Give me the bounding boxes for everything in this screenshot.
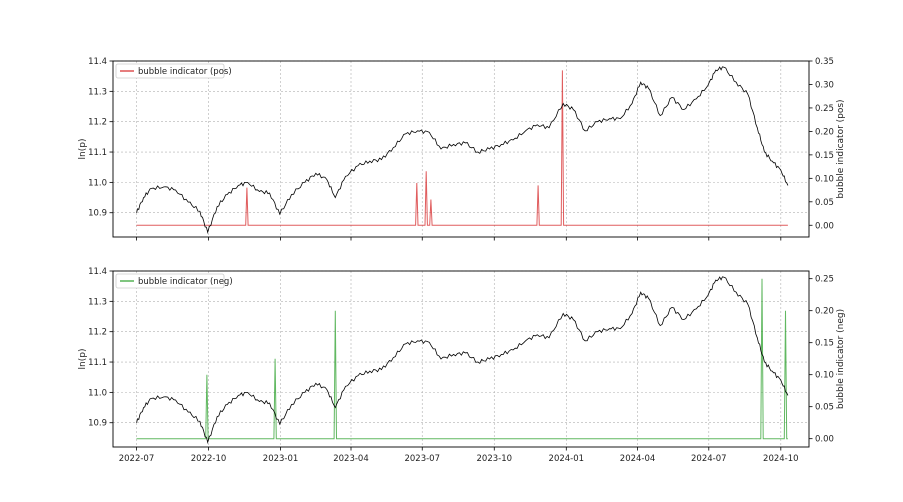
price-line [136, 276, 789, 444]
right-tick-label: 0.20 [815, 127, 834, 137]
left-tick-label: 11.0 [88, 178, 107, 188]
left-tick-label: 11.1 [88, 358, 107, 368]
x-ticks: 2022-07 2022-10 2023-01 2023-04 2023-07 2023-… [119, 447, 799, 464]
left-tick-label: 10.9 [88, 209, 107, 219]
x-tick-label: 2024-10 [763, 454, 799, 464]
right-tick-label: 0.05 [815, 403, 834, 413]
panel-bottom: 10.9 11.0 11.1 11.2 11.3 11.4 0.00 0.05 0.10 0.1… [78, 267, 846, 464]
x-tick-label: 2022-10 [191, 454, 227, 464]
axes-frame [112, 60, 810, 238]
grid-lines [113, 270, 809, 447]
x-ticks [136, 237, 782, 241]
right-tick-label: 0.30 [815, 80, 834, 90]
indicator-series [136, 278, 788, 440]
left-tick-label: 11.2 [88, 328, 107, 338]
right-tick-label: 0.15 [815, 151, 834, 161]
left-ticks: 10.9 11.0 11.1 11.2 11.3 11.4 [88, 57, 113, 219]
x-tick-label: 2024-04 [620, 454, 656, 464]
left-tick-label: 11.2 [88, 118, 107, 128]
x-tick-label: 2024-07 [691, 454, 727, 464]
legend-label: bubble indicator (neg) [138, 277, 233, 287]
left-tick-label: 11.4 [88, 57, 107, 67]
right-tick-label: 0.05 [815, 198, 834, 208]
grid-lines [113, 60, 809, 237]
panel-top: 10.9 11.0 11.1 11.2 11.3 11.4 0.00 0.05 0.10 0.1… [78, 57, 846, 241]
x-tick-label: 2023-07 [404, 454, 440, 464]
right-axis-label: bubble indicator (pos) [836, 99, 846, 198]
right-tick-label: 0.25 [815, 275, 834, 285]
left-axis-label: ln(p) [78, 139, 88, 160]
legend: bubble indicator (neg) [115, 273, 233, 289]
left-tick-label: 11.0 [88, 388, 107, 398]
legend-box [115, 63, 225, 79]
left-axis-label: ln(p) [78, 349, 88, 370]
right-tick-label: 0.10 [815, 371, 834, 381]
legend: bubble indicator (pos) [115, 63, 232, 79]
right-ticks: 0.00 0.05 0.10 0.15 0.20 0.25 0.30 0.35 [809, 57, 834, 231]
x-tick-label: 2024-01 [549, 454, 585, 464]
right-tick-label: 0.10 [815, 174, 834, 184]
right-tick-label: 0.35 [815, 57, 834, 67]
right-tick-label: 0.00 [815, 221, 834, 231]
x-tick-label: 2023-04 [333, 454, 369, 464]
left-ticks: 10.9 11.0 11.1 11.2 11.3 11.4 [88, 267, 113, 429]
indicator-line-neg [136, 278, 788, 440]
x-tick-label: 2023-01 [263, 454, 299, 464]
left-tick-label: 11.1 [88, 148, 107, 158]
indicator-line-pos [136, 70, 788, 226]
legend-box [115, 273, 225, 289]
right-tick-label: 0.25 [815, 104, 834, 114]
indicator-series [136, 70, 788, 226]
left-tick-label: 10.9 [88, 419, 107, 429]
right-tick-label: 0.20 [815, 307, 834, 317]
price-series [136, 66, 789, 234]
left-tick-label: 11.4 [88, 267, 107, 277]
x-tick-label: 2023-10 [477, 454, 513, 464]
right-tick-label: 0.15 [815, 339, 834, 349]
axes-frame [112, 270, 810, 448]
price-line [136, 66, 789, 234]
right-ticks: 0.00 0.05 0.10 0.15 0.20 0.25 [809, 275, 834, 445]
legend-label: bubble indicator (pos) [138, 67, 232, 77]
price-series [136, 276, 789, 444]
x-tick-label: 2022-07 [119, 454, 155, 464]
left-tick-label: 11.3 [88, 87, 107, 97]
right-axis-label: bubble indicator (neg) [836, 309, 846, 409]
left-tick-label: 11.3 [88, 297, 107, 307]
right-tick-label: 0.00 [815, 435, 834, 445]
